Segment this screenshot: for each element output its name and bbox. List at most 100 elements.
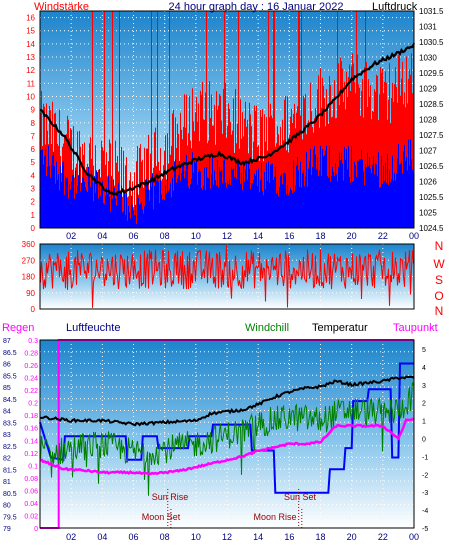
dewpoint-header: Taupunkt [393, 322, 438, 334]
x-tick-label: 20 [347, 231, 357, 241]
x-tick-label: 04 [97, 231, 107, 241]
wind-tick-label: 15 [26, 27, 35, 36]
wind-direction-frame [39, 243, 415, 310]
x-tick-label: 22 [378, 532, 388, 542]
wind-tick-label: 4 [31, 171, 36, 180]
sun-rise-label: Sun Rise [152, 492, 189, 502]
rain-tick-label: 0.16 [24, 426, 38, 433]
rain-tick-label: 0.04 [24, 501, 38, 508]
direction-tick-label: 0 [31, 305, 36, 314]
temperature-tick-label: 3 [422, 383, 426, 390]
humidity-tick-label: 85.5 [3, 373, 17, 380]
x-tick-label: 10 [191, 231, 201, 241]
temperature-tick-label: 4 [422, 365, 426, 372]
humidity-tick-label: 82 [3, 456, 11, 463]
temperature-tick-label: -1 [422, 454, 428, 461]
rain-tick-label: 0.28 [24, 351, 38, 358]
compass-label-s: S [435, 273, 443, 287]
x-tick-label: 04 [97, 532, 107, 542]
humidity-header: Luftfeuchte [66, 322, 120, 334]
rain-header: Regen [2, 322, 34, 334]
rain-tick-label: 0.2 [28, 401, 38, 408]
direction-tick-label: 90 [26, 289, 35, 298]
rain-tick-label: 0.14 [24, 438, 38, 445]
temperature-tick-label: 5 [422, 347, 426, 354]
humidity-tick-label: 85 [3, 385, 11, 392]
humidity-tick-label: 83.5 [3, 420, 17, 427]
rain-tick-label: 0.06 [24, 488, 38, 495]
pressure-tick-label: 1030.5 [419, 38, 444, 47]
moon-rise-label: Moon Rise [253, 512, 296, 522]
x-tick-label: 00 [409, 532, 419, 542]
temperature-header: Temperatur [312, 322, 368, 334]
x-tick-label: 06 [128, 532, 138, 542]
wind-tick-label: 6 [31, 145, 36, 154]
humidity-tick-label: 82.5 [3, 444, 17, 451]
sun-set-label: Sun Set [284, 492, 317, 502]
windchill-series [40, 382, 414, 496]
humidity-tick-label: 84.5 [3, 397, 17, 404]
wind-axis-title: Windstärke [34, 1, 89, 13]
pressure-tick-label: 1031.5 [419, 7, 444, 16]
wind-tick-label: 12 [26, 66, 35, 75]
compass-labels: N W S O N [433, 239, 445, 318]
humidity-tick-label: 81 [3, 479, 11, 486]
compass-label-o: O [434, 289, 443, 303]
rain-tick-label: 0.3 [28, 338, 38, 345]
wind-tick-label: 5 [31, 158, 36, 167]
pressure-tick-label: 1028.5 [419, 100, 444, 109]
wind-tick-label: 1 [31, 211, 36, 220]
wind-tick-label: 10 [26, 92, 35, 101]
rain-tick-label: 0.12 [24, 451, 38, 458]
windchill-header: Windchill [245, 322, 289, 334]
x-tick-label: 12 [222, 231, 232, 241]
humidity-tick-label: 80 [3, 503, 11, 510]
wind-tick-label: 0 [31, 224, 36, 233]
temperature-series [39, 375, 415, 427]
humidity-tick-label: 79 [3, 526, 11, 533]
x-tick-label: 02 [66, 532, 76, 542]
x-tick-label: 00 [409, 231, 419, 241]
wind-pressure-frame [39, 10, 415, 229]
rain-tick-label: 0.1 [28, 463, 38, 470]
x-tick-label: 18 [315, 532, 325, 542]
compass-label-n-top: N [435, 239, 444, 253]
temperature-tick-label: -5 [422, 526, 428, 533]
direction-tick-label: 360 [22, 240, 36, 249]
pressure-tick-label: 1026.5 [419, 162, 444, 171]
x-tick-label: 12 [222, 532, 232, 542]
wind-tick-label: 14 [26, 40, 35, 49]
humidity-tick-label: 86 [3, 362, 11, 369]
x-tick-label: 16 [284, 231, 294, 241]
tick-labels: 0123456789101112131415161024.510251025.5… [3, 7, 444, 542]
x-tick-label: 08 [160, 532, 170, 542]
moon-set-label: Moon Set [142, 512, 181, 522]
x-tick-label: 08 [160, 231, 170, 241]
humidity-tick-label: 83 [3, 432, 11, 439]
temperature-tick-label: 2 [422, 401, 426, 408]
pressure-tick-label: 1026 [419, 178, 437, 187]
direction-tick-label: 270 [22, 256, 36, 265]
x-tick-label: 14 [253, 231, 263, 241]
humidity-tick-label: 87 [3, 338, 11, 345]
temperature-tick-label: -2 [422, 472, 428, 479]
x-tick-label: 10 [191, 532, 201, 542]
pressure-series [39, 42, 416, 196]
pressure-tick-label: 1027 [419, 147, 437, 156]
wind-tick-label: 13 [26, 53, 35, 62]
humidity-tick-label: 81.5 [3, 467, 17, 474]
pressure-tick-label: 1025 [419, 209, 437, 218]
windchill-line [40, 382, 414, 496]
rain-tick-label: 0.26 [24, 363, 38, 370]
humidity-tick-label: 84 [3, 409, 11, 416]
pressure-tick-label: 1024.5 [419, 224, 444, 233]
rain-tick-label: 0.08 [24, 476, 38, 483]
x-tick-label: 20 [347, 532, 357, 542]
wind-tick-label: 3 [31, 185, 36, 194]
wind-tick-label: 2 [31, 198, 36, 207]
wind-tick-label: 7 [31, 132, 36, 141]
direction-tick-label: 180 [22, 273, 36, 282]
temperature-tick-label: -3 [422, 490, 428, 497]
pressure-tick-label: 1025.5 [419, 193, 444, 202]
